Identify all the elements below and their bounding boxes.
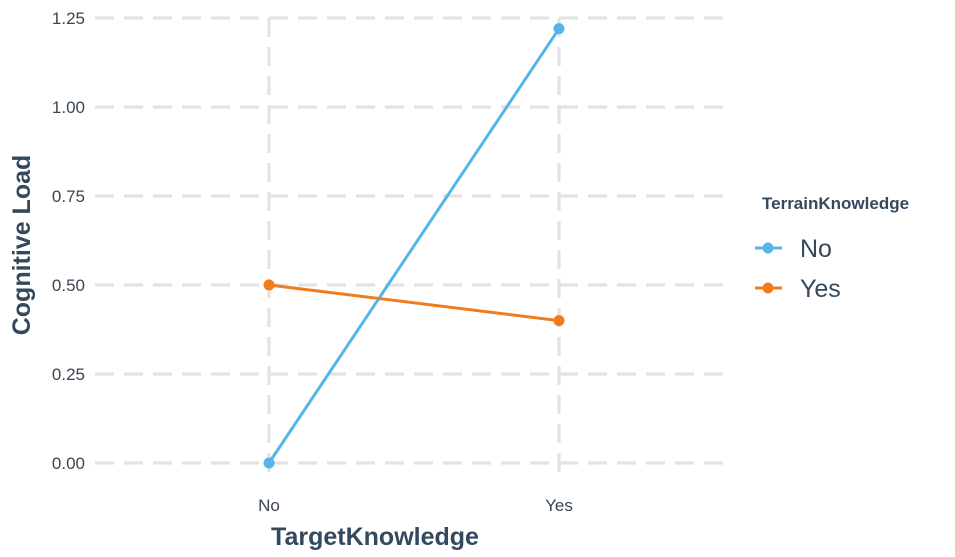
legend-item-1: Yes <box>755 275 841 303</box>
y-tick-label-3: 0.75 <box>52 187 85 206</box>
vertical-gridlines <box>267 18 561 473</box>
data-point-1-1 <box>553 315 565 327</box>
series-line-0 <box>267 27 561 464</box>
legend: TerrainKnowledge No Yes <box>755 194 909 303</box>
x-axis-tick-labels: No Yes <box>258 496 573 515</box>
legend-items: No Yes <box>755 235 841 303</box>
legend-key-point-0 <box>762 242 774 254</box>
series-line-1 <box>268 283 560 323</box>
series-layer <box>263 23 565 469</box>
x-tick-label-0: No <box>258 496 280 515</box>
x-axis-title: TargetKnowledge <box>271 523 479 551</box>
data-point-0-1 <box>553 23 565 35</box>
y-tick-label-0: 0.00 <box>52 454 85 473</box>
y-tick-label-5: 1.25 <box>52 9 85 28</box>
legend-label-1: Yes <box>800 275 841 303</box>
legend-title: TerrainKnowledge <box>762 194 909 213</box>
legend-label-0: No <box>800 235 832 263</box>
data-point-0-0 <box>263 457 275 469</box>
y-tick-label-1: 0.25 <box>52 365 85 384</box>
series-1 <box>263 279 565 327</box>
legend-item-0: No <box>755 235 832 263</box>
horizontal-gridlines <box>95 16 724 465</box>
legend-key-point-1 <box>762 282 774 294</box>
x-tick-label-1: Yes <box>545 496 573 515</box>
series-0 <box>263 23 565 469</box>
y-axis-tick-labels: 0.00 0.25 0.50 0.75 1.00 1.25 <box>52 9 85 473</box>
data-point-1-0 <box>263 279 275 291</box>
y-tick-label-4: 1.00 <box>52 98 85 117</box>
y-tick-label-2: 0.50 <box>52 276 85 295</box>
y-axis-title: Cognitive Load <box>8 155 36 336</box>
